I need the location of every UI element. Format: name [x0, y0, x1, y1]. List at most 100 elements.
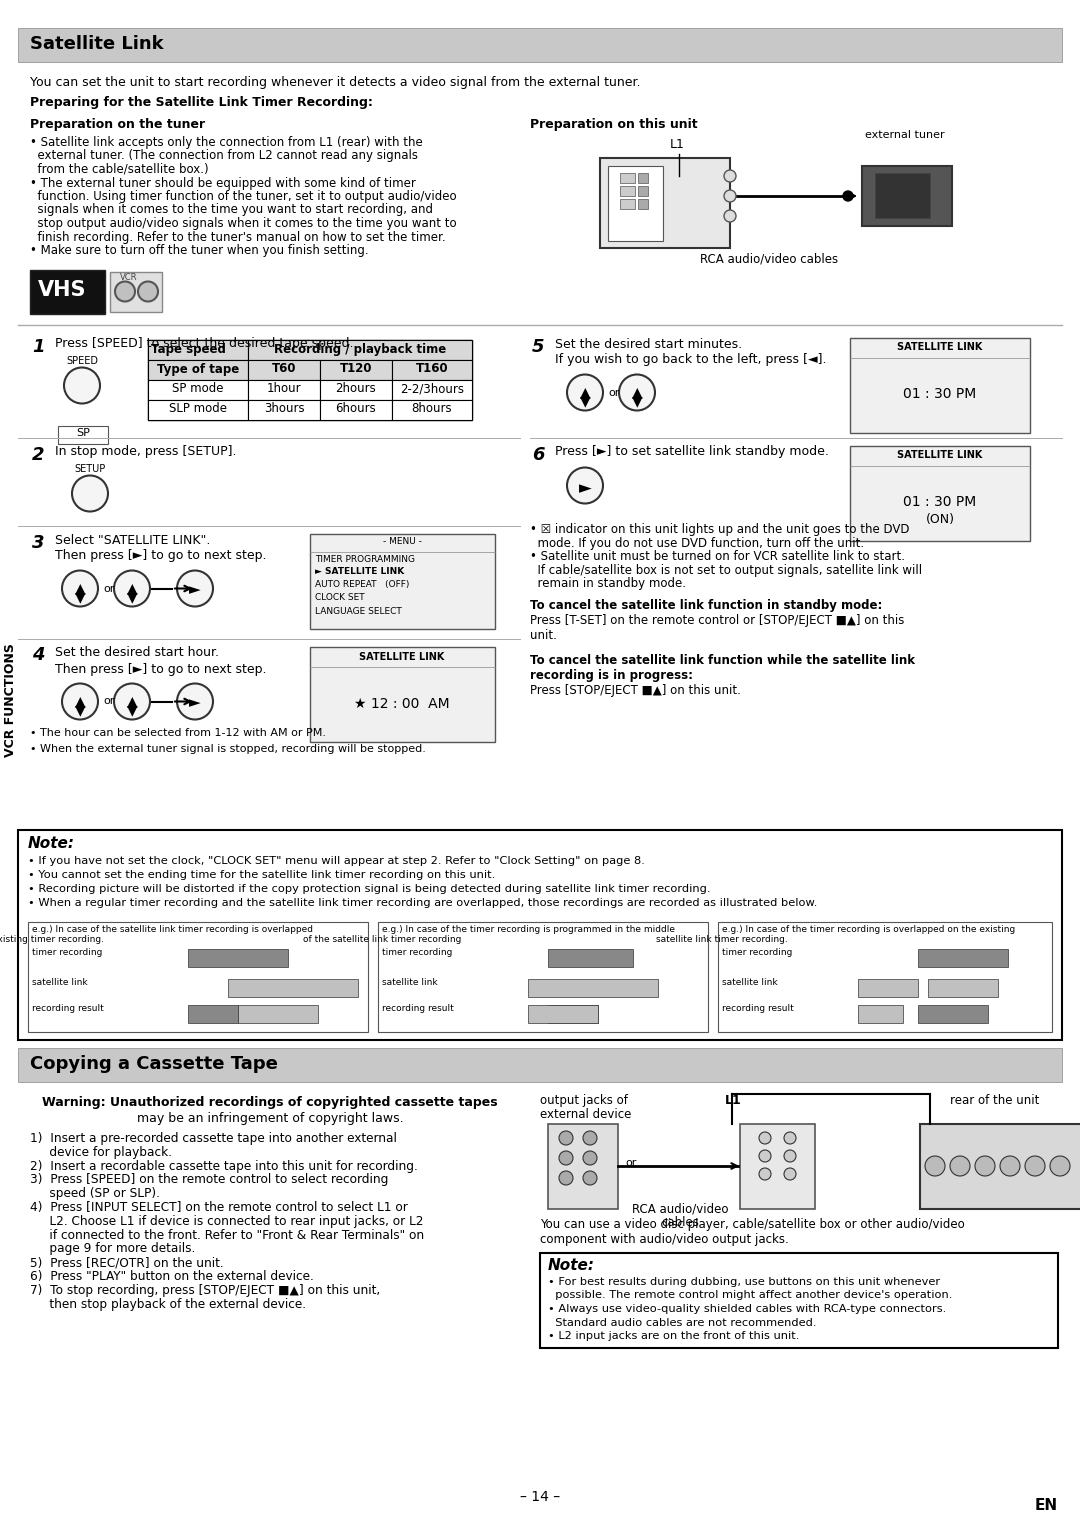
Bar — [110, 272, 162, 311]
Bar — [620, 186, 635, 195]
Text: • The hour can be selected from 1-12 with AM or PM.: • The hour can be selected from 1-12 wit… — [30, 728, 326, 739]
Text: ▲: ▲ — [632, 386, 643, 400]
Circle shape — [924, 1157, 945, 1177]
Circle shape — [759, 1167, 771, 1180]
Text: SATELLITE LINK: SATELLITE LINK — [897, 342, 983, 353]
Text: possible. The remote control might affect another device's operation.: possible. The remote control might affec… — [548, 1291, 953, 1300]
Text: TIMER PROGRAMMING: TIMER PROGRAMMING — [315, 554, 415, 563]
Text: external device: external device — [540, 1108, 632, 1122]
Bar — [148, 360, 248, 380]
Text: 5: 5 — [532, 337, 544, 356]
Text: 8hours: 8hours — [411, 403, 453, 415]
Text: or: or — [608, 388, 619, 397]
Text: • L2 input jacks are on the front of this unit.: • L2 input jacks are on the front of thi… — [548, 1331, 799, 1341]
Text: ▲: ▲ — [75, 694, 85, 708]
Text: Select "SATELLITE LINK".: Select "SATELLITE LINK". — [55, 534, 211, 546]
Text: ▼: ▼ — [126, 591, 137, 604]
Text: VCR: VCR — [120, 273, 137, 282]
Text: e.g.) In case of the satellite link timer recording is overlapped: e.g.) In case of the satellite link time… — [32, 925, 313, 934]
Text: Preparing for the Satellite Link Timer Recording:: Preparing for the Satellite Link Timer R… — [30, 96, 373, 108]
Circle shape — [950, 1157, 970, 1177]
Bar — [620, 172, 635, 183]
Bar — [238, 1006, 318, 1022]
Text: 4: 4 — [32, 647, 44, 664]
Text: Then press [►] to go to next step.: Then press [►] to go to next step. — [55, 549, 267, 563]
Text: • ☒ indicator on this unit lights up and the unit goes to the DVD: • ☒ indicator on this unit lights up and… — [530, 523, 909, 537]
Text: • Satellite unit must be turned on for VCR satellite link to start.: • Satellite unit must be turned on for V… — [530, 551, 905, 563]
Text: satellite link: satellite link — [723, 978, 778, 987]
Text: or: or — [103, 583, 114, 594]
Bar — [392, 400, 472, 420]
Text: You can use a video disc player, cable/satellite box or other audio/video: You can use a video disc player, cable/s… — [540, 1218, 964, 1231]
Text: Press [STOP/EJECT ■▲] on this unit.: Press [STOP/EJECT ■▲] on this unit. — [530, 684, 741, 697]
Text: VCR FUNCTIONS: VCR FUNCTIONS — [4, 642, 17, 757]
Circle shape — [784, 1132, 796, 1144]
Text: SATELLITE LINK: SATELLITE LINK — [897, 450, 983, 461]
Text: ▼: ▼ — [126, 703, 137, 717]
Text: may be an infringement of copyright laws.: may be an infringement of copyright laws… — [137, 1112, 403, 1125]
Bar — [920, 1125, 1080, 1209]
Circle shape — [784, 1151, 796, 1161]
Text: To cancel the satellite link function in standby mode:: To cancel the satellite link function in… — [530, 600, 882, 612]
Text: mode. If you do not use DVD function, turn off the unit.: mode. If you do not use DVD function, tu… — [530, 537, 864, 549]
Circle shape — [114, 281, 135, 302]
Circle shape — [843, 191, 853, 201]
Circle shape — [1000, 1157, 1020, 1177]
Text: Set the desired start hour.: Set the desired start hour. — [55, 647, 219, 659]
Bar — [18, 27, 1062, 63]
Text: To cancel the satellite link function while the satellite link: To cancel the satellite link function wh… — [530, 655, 915, 667]
Text: 2)  Insert a recordable cassette tape into this unit for recording.: 2) Insert a recordable cassette tape int… — [30, 1160, 418, 1172]
Bar — [392, 380, 472, 400]
Text: Copying a Cassette Tape: Copying a Cassette Tape — [30, 1054, 278, 1073]
Bar — [30, 270, 105, 313]
Text: function. Using timer function of the tuner, set it to output audio/video: function. Using timer function of the tu… — [30, 191, 457, 203]
Text: device for playback.: device for playback. — [30, 1146, 172, 1158]
Bar — [600, 159, 730, 249]
Text: 3)  Press [SPEED] on the remote control to select recording: 3) Press [SPEED] on the remote control t… — [30, 1173, 389, 1186]
Circle shape — [724, 191, 735, 201]
Bar — [248, 339, 472, 360]
Bar — [148, 339, 472, 420]
Text: Then press [►] to go to next step.: Then press [►] to go to next step. — [55, 662, 267, 676]
Text: • Make sure to turn off the tuner when you finish setting.: • Make sure to turn off the tuner when y… — [30, 244, 368, 256]
Text: component with audio/video output jacks.: component with audio/video output jacks. — [540, 1233, 788, 1247]
Text: Note:: Note: — [548, 1257, 595, 1273]
Text: • When the external tuner signal is stopped, recording will be stopped.: • When the external tuner signal is stop… — [30, 743, 426, 754]
Text: or: or — [625, 1158, 636, 1167]
Text: Preparation on the tuner: Preparation on the tuner — [30, 118, 205, 131]
Text: ►: ► — [189, 696, 201, 711]
Text: ►: ► — [189, 583, 201, 598]
Circle shape — [583, 1170, 597, 1186]
Circle shape — [177, 684, 213, 719]
Text: SPEED: SPEED — [66, 356, 98, 366]
Text: • Recording picture will be distorted if the copy protection signal is being det: • Recording picture will be distorted if… — [28, 884, 711, 894]
Text: 4)  Press [INPUT SELECT] on the remote control to select L1 or: 4) Press [INPUT SELECT] on the remote co… — [30, 1201, 408, 1215]
Text: 3: 3 — [32, 534, 44, 551]
Bar — [620, 198, 635, 209]
Text: ▲: ▲ — [126, 694, 137, 708]
Text: timer recording: timer recording — [723, 948, 793, 957]
Circle shape — [583, 1131, 597, 1144]
Text: – 14 –: – 14 – — [519, 1489, 561, 1505]
Bar — [320, 380, 392, 400]
Text: T120: T120 — [340, 363, 373, 375]
Bar — [918, 1006, 988, 1022]
Bar — [540, 1253, 1058, 1347]
Bar — [310, 534, 495, 629]
Bar — [310, 647, 495, 742]
Bar — [228, 980, 357, 996]
Circle shape — [62, 684, 98, 719]
Bar — [862, 166, 951, 226]
Text: signals when it comes to the time you want to start recording, and: signals when it comes to the time you wa… — [30, 203, 433, 217]
Circle shape — [567, 467, 603, 504]
Bar — [188, 949, 288, 967]
Text: recording result: recording result — [382, 1004, 454, 1013]
Circle shape — [559, 1151, 573, 1164]
Bar — [148, 380, 248, 400]
Bar — [248, 400, 320, 420]
Text: e.g.) In case of the timer recording is programmed in the middle: e.g.) In case of the timer recording is … — [382, 925, 675, 934]
Circle shape — [114, 571, 150, 606]
Circle shape — [1050, 1157, 1070, 1177]
Text: • For best results during dubbing, use buttons on this unit whenever: • For best results during dubbing, use b… — [548, 1277, 940, 1286]
Circle shape — [559, 1170, 573, 1186]
